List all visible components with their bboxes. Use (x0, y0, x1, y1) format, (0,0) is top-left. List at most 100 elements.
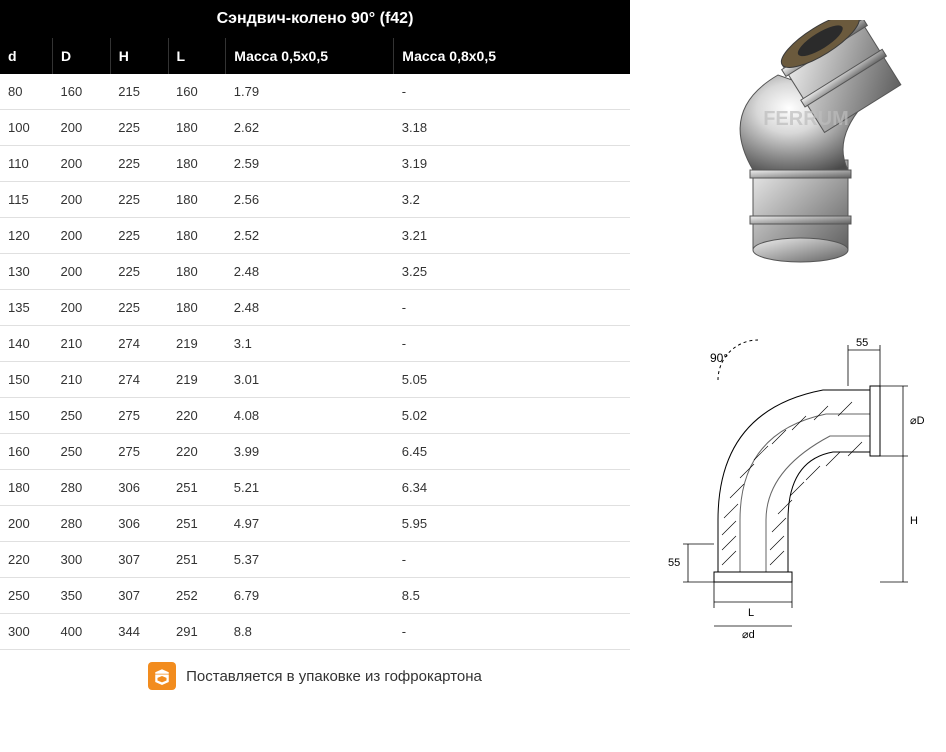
table-row: 1502102742193.015.05 (0, 362, 630, 398)
table-cell: 3.19 (394, 146, 630, 182)
table-cell: 220 (168, 434, 226, 470)
table-cell: 210 (53, 362, 111, 398)
table-cell: 225 (110, 110, 168, 146)
table-cell: 225 (110, 146, 168, 182)
table-cell: 306 (110, 506, 168, 542)
table-row: 1402102742193.1- (0, 326, 630, 362)
table-cell: 300 (53, 542, 111, 578)
table-title: Сэндвич-колено 90° (f42) (0, 0, 630, 38)
table-cell: 160 (53, 74, 111, 110)
table-row: 1352002251802.48- (0, 290, 630, 326)
table-cell: 200 (0, 506, 53, 542)
table-row: 1302002251802.483.25 (0, 254, 630, 290)
table-cell: 2.48 (226, 254, 394, 290)
table-cell: 219 (168, 326, 226, 362)
table-cell: 200 (53, 110, 111, 146)
table-cell: 274 (110, 362, 168, 398)
table-cell: 344 (110, 614, 168, 650)
table-cell: - (394, 614, 630, 650)
table-cell: 5.95 (394, 506, 630, 542)
table-cell: 130 (0, 254, 53, 290)
table-cell: 135 (0, 290, 53, 326)
diagram-dim-d: ⌀d (742, 629, 755, 640)
table-cell: 250 (53, 434, 111, 470)
table-cell: 215 (110, 74, 168, 110)
table-cell: 2.62 (226, 110, 394, 146)
table-cell: 1.79 (226, 74, 394, 110)
watermark-text: FERRUM (763, 108, 849, 130)
table-row: 1102002251802.593.19 (0, 146, 630, 182)
table-cell: 180 (168, 182, 226, 218)
table-cell: - (394, 290, 630, 326)
table-cell: 280 (53, 470, 111, 506)
table-cell: 251 (168, 470, 226, 506)
table-cell: 160 (168, 74, 226, 110)
right-column: FERRUM (630, 0, 946, 752)
col-header: d (0, 38, 53, 74)
table-row: 1152002251802.563.2 (0, 182, 630, 218)
table-header: dDHLМасса 0,5x0,5Масса 0,8x0,5 (0, 38, 630, 74)
table-cell: 200 (53, 290, 111, 326)
table-cell: 307 (110, 542, 168, 578)
table-cell: 200 (53, 146, 111, 182)
footer-text: Поставляется в упаковке из гофрокартона (186, 668, 482, 685)
table-cell: 250 (0, 578, 53, 614)
table-cell: 400 (53, 614, 111, 650)
col-header: L (168, 38, 226, 74)
dimension-diagram: 90° 55 ⌀D (648, 320, 928, 640)
table-cell: 120 (0, 218, 53, 254)
diagram-dim-side: 55 (668, 557, 680, 569)
col-header: H (110, 38, 168, 74)
table-cell: - (394, 542, 630, 578)
table-cell: 5.05 (394, 362, 630, 398)
col-header: Масса 0,5x0,5 (226, 38, 394, 74)
table-cell: - (394, 326, 630, 362)
table-cell: 210 (53, 326, 111, 362)
table-cell: 3.21 (394, 218, 630, 254)
table-cell: 307 (110, 578, 168, 614)
table-cell: 225 (110, 182, 168, 218)
table-cell: 5.21 (226, 470, 394, 506)
table-row: 1502502752204.085.02 (0, 398, 630, 434)
table-cell: 4.08 (226, 398, 394, 434)
col-header: D (53, 38, 111, 74)
table-cell: 250 (53, 398, 111, 434)
table-cell: 180 (168, 110, 226, 146)
table-cell: 3.18 (394, 110, 630, 146)
table-cell: 3.25 (394, 254, 630, 290)
table-cell: 275 (110, 398, 168, 434)
table-cell: 180 (168, 146, 226, 182)
table-cell: 251 (168, 506, 226, 542)
footer-note: Поставляется в упаковке из гофрокартона (0, 650, 630, 702)
table-cell: 5.02 (394, 398, 630, 434)
table-row: 1202002251802.523.21 (0, 218, 630, 254)
table-body: 801602151601.79-1002002251802.623.181102… (0, 74, 630, 650)
box-icon (148, 662, 176, 690)
table-cell: 3.99 (226, 434, 394, 470)
table-cell: 180 (168, 218, 226, 254)
table-cell: 200 (53, 254, 111, 290)
table-cell: - (394, 74, 630, 110)
table-cell: 219 (168, 362, 226, 398)
table-cell: 350 (53, 578, 111, 614)
diagram-dim-D: ⌀D (910, 415, 925, 427)
table-cell: 6.79 (226, 578, 394, 614)
table-cell: 3.2 (394, 182, 630, 218)
table-cell: 200 (53, 182, 111, 218)
table-row: 801602151601.79- (0, 74, 630, 110)
table-cell: 225 (110, 290, 168, 326)
table-cell: 3.01 (226, 362, 394, 398)
table-cell: 280 (53, 506, 111, 542)
spec-table: dDHLМасса 0,5x0,5Масса 0,8x0,5 801602151… (0, 38, 630, 650)
table-cell: 8.5 (394, 578, 630, 614)
table-cell: 180 (168, 254, 226, 290)
page-layout: Сэндвич-колено 90° (f42) dDHLМасса 0,5x0… (0, 0, 946, 752)
table-row: 2002803062514.975.95 (0, 506, 630, 542)
table-cell: 2.59 (226, 146, 394, 182)
left-column: Сэндвич-колено 90° (f42) dDHLМасса 0,5x0… (0, 0, 630, 752)
table-cell: 150 (0, 362, 53, 398)
table-cell: 275 (110, 434, 168, 470)
table-cell: 2.56 (226, 182, 394, 218)
table-row: 1002002251802.623.18 (0, 110, 630, 146)
table-cell: 100 (0, 110, 53, 146)
